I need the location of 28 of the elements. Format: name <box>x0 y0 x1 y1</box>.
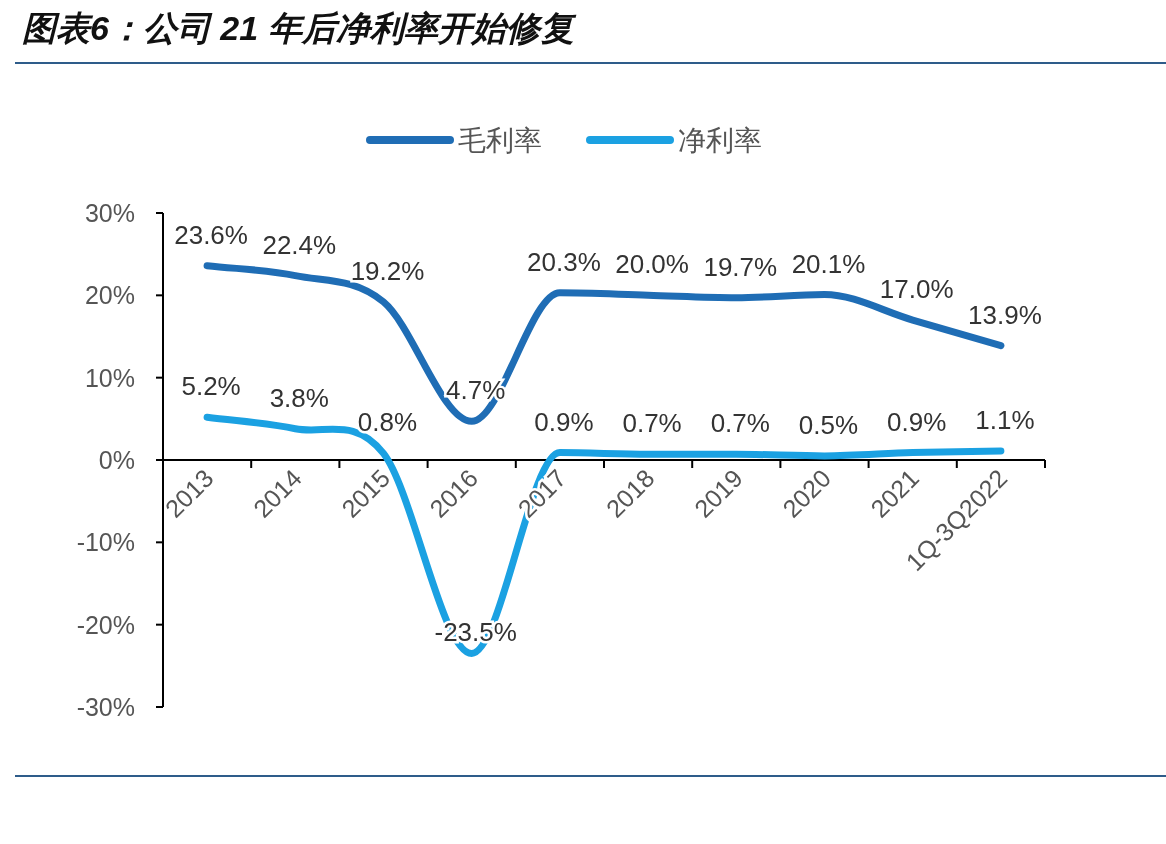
legend-label: 净利率 <box>678 125 762 156</box>
chart-title: 图表6：公司 21 年后净利率开始修复 <box>22 9 577 47</box>
y-tick-label: -30% <box>76 693 135 721</box>
data-label: 0.9% <box>534 406 594 437</box>
y-tick-label: -20% <box>76 610 135 639</box>
data-label: 0.7% <box>622 408 682 439</box>
data-label: 0.9% <box>887 406 947 437</box>
data-label: 17.0% <box>879 274 954 305</box>
data-label: 0.5% <box>798 409 859 440</box>
data-label: 1.1% <box>975 404 1035 435</box>
data-label: 20.1% <box>791 248 866 279</box>
data-label: 13.9% <box>968 299 1042 330</box>
legend-label: 毛利率 <box>458 125 542 156</box>
data-label: 0.7% <box>710 408 770 439</box>
data-label: 19.7% <box>703 251 778 282</box>
y-tick-label: 10% <box>84 363 135 392</box>
data-label: 23.6% <box>174 219 248 250</box>
data-label: 0.8% <box>357 407 418 438</box>
data-label: 3.8% <box>269 382 329 413</box>
y-tick-label: 20% <box>84 281 135 310</box>
data-label: 5.2% <box>181 371 241 402</box>
data-label: 20.0% <box>615 249 689 280</box>
y-tick-label: 30% <box>84 199 135 227</box>
y-tick-label: -10% <box>76 528 135 557</box>
data-label: 19.2% <box>350 255 425 286</box>
y-tick-label: 0% <box>98 446 135 474</box>
data-label: 22.4% <box>262 229 337 260</box>
data-label: 20.3% <box>527 246 601 277</box>
